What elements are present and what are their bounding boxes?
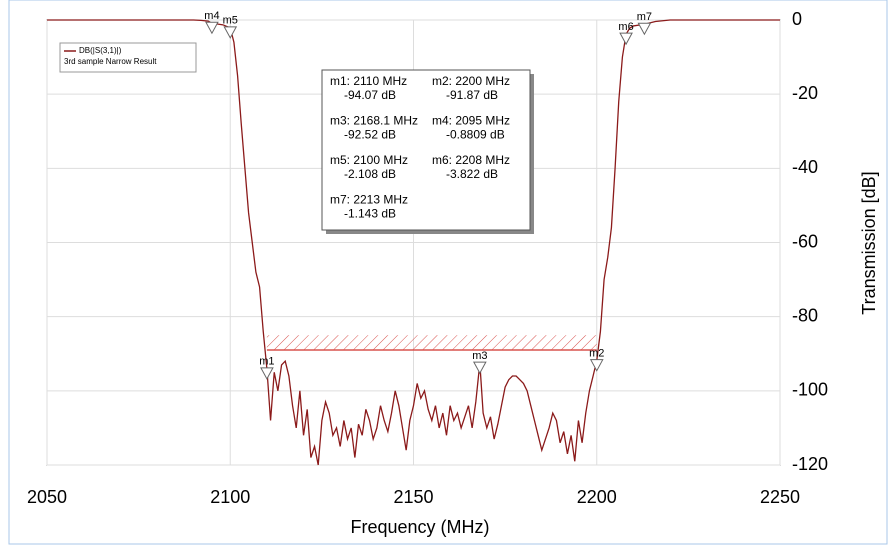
x-tick-label: 2250 bbox=[760, 487, 800, 507]
marker-readout: m7: 2213 MHz bbox=[330, 193, 408, 207]
y-tick-label: -20 bbox=[792, 83, 818, 103]
trace bbox=[47, 19, 780, 466]
marker-triangle bbox=[260, 367, 274, 380]
legend-label: DB(|S(3,1)|) bbox=[79, 46, 122, 55]
marker-box bbox=[321, 69, 531, 231]
y-tick-label: -40 bbox=[792, 157, 818, 177]
marker-readout: m5: 2100 MHz bbox=[330, 153, 408, 167]
marker-triangle bbox=[205, 21, 219, 35]
marker-label: m7 bbox=[637, 11, 652, 23]
x-tick-label: 2050 bbox=[27, 487, 67, 507]
x-tick-label: 2100 bbox=[210, 487, 250, 507]
x-tick-label: 2150 bbox=[393, 487, 433, 507]
marker-readout: m4: 2095 MHz bbox=[432, 114, 510, 128]
marker-label: m4 bbox=[204, 10, 219, 22]
marker-value: -2.108 dB bbox=[344, 167, 396, 181]
x-axis-label: Frequency (MHz) bbox=[350, 517, 489, 537]
y-tick-label: -80 bbox=[792, 305, 818, 325]
y-tick-label: -120 bbox=[792, 454, 828, 474]
marker-readout: m2: 2200 MHz bbox=[432, 74, 510, 88]
marker-value: -92.52 dB bbox=[344, 128, 396, 142]
marker-triangle bbox=[619, 32, 633, 46]
marker-value: -91.87 dB bbox=[446, 88, 498, 102]
y-tick-label: 0 bbox=[792, 9, 802, 29]
marker-value: -1.143 dB bbox=[344, 207, 396, 221]
marker-label: m1 bbox=[259, 356, 274, 368]
marker-triangle bbox=[472, 361, 487, 375]
x-tick-label: 2200 bbox=[577, 487, 617, 507]
marker-readout: m3: 2168.1 MHz bbox=[330, 114, 418, 128]
marker-readout: m6: 2208 MHz bbox=[432, 153, 510, 167]
y-tick-label: -100 bbox=[792, 380, 828, 400]
marker-readout: m1: 2110 MHz bbox=[330, 74, 407, 88]
legend-box bbox=[59, 42, 197, 73]
marker-value: -0.8809 dB bbox=[446, 128, 505, 142]
marker-label: m5 bbox=[223, 15, 238, 27]
marker-triangle bbox=[589, 359, 604, 372]
marker-value: -94.07 dB bbox=[344, 88, 396, 102]
y-axis-label: Transmission [dB] bbox=[859, 171, 879, 314]
limit-band bbox=[266, 335, 597, 351]
marker-label: m6 bbox=[618, 21, 633, 33]
marker-label: m3 bbox=[472, 350, 487, 362]
marker-triangle bbox=[637, 22, 652, 36]
marker-label: m2 bbox=[589, 348, 604, 360]
legend-subtitle: 3rd sample Narrow Result bbox=[64, 57, 157, 66]
marker-value: -3.822 dB bbox=[446, 167, 498, 181]
marker-triangle bbox=[223, 26, 238, 39]
frame bbox=[8, 0, 888, 545]
y-tick-label: -60 bbox=[792, 231, 818, 251]
